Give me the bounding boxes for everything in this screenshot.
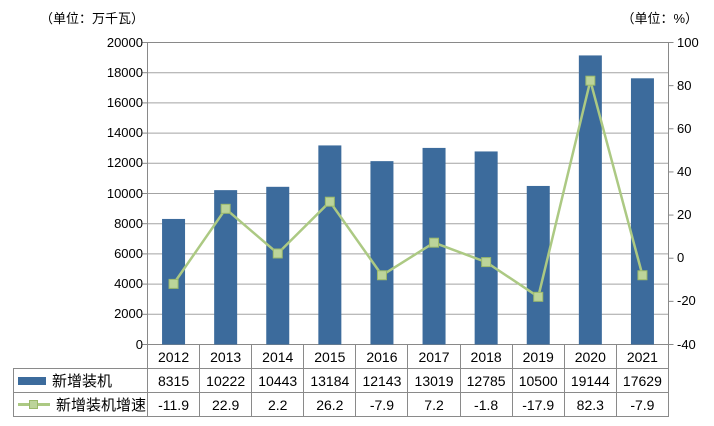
category-year-cell: 2018 <box>459 345 513 369</box>
table-corner-blank <box>14 345 148 369</box>
value-cell: -1.8 <box>459 392 513 417</box>
left-axis-tick-label: 4000 <box>114 276 143 292</box>
value-cell: -11.9 <box>146 392 201 417</box>
category-year-cell: 2015 <box>303 345 357 369</box>
category-year-cell: 2021 <box>615 345 669 369</box>
table-row: 新增装机 8315 10222 10443 13184 12143 13019 12785 10… <box>13 368 669 393</box>
bar <box>526 185 550 345</box>
right-axis-tick-label: -20 <box>677 293 696 309</box>
growth-line-marker <box>533 291 544 302</box>
category-year-cell: 2013 <box>199 345 253 369</box>
value-cell: 10443 <box>251 368 305 393</box>
left-axis-tick-label: 16000 <box>106 94 143 110</box>
right-axis-tick-label: 20 <box>677 207 692 223</box>
growth-line-marker <box>481 257 492 268</box>
value-cell: 82.3 <box>563 392 617 417</box>
growth-line <box>172 80 644 299</box>
growth-line-marker <box>637 270 648 281</box>
left-axis-tick-label: 12000 <box>106 155 143 171</box>
value-cell: 13184 <box>303 368 357 393</box>
bar <box>318 145 342 345</box>
right-axis-unit-label: （单位：%） <box>621 11 698 26</box>
growth-line-marker <box>585 75 596 86</box>
left-axis-tick-label: 20000 <box>106 34 143 50</box>
right-axis-tick-label: 80 <box>677 77 692 93</box>
legend-entry: 新增装机 <box>15 370 147 391</box>
left-axis-tick-label: 8000 <box>114 215 143 231</box>
growth-line-marker <box>376 270 387 281</box>
category-year-cell: 2016 <box>355 345 409 369</box>
left-axis-tick-label: 0 <box>135 336 143 352</box>
growth-line-marker <box>429 237 440 248</box>
right-axis-tick-label: 0 <box>677 250 685 266</box>
growth-line-marker <box>220 203 231 214</box>
legend-entry: 新增装机增速 <box>15 394 147 415</box>
bar <box>578 55 602 345</box>
value-cell: 10500 <box>511 368 565 393</box>
line-series-swatch-icon <box>18 400 50 409</box>
category-year-cell: 2014 <box>251 345 305 369</box>
value-cell: 22.9 <box>199 392 253 417</box>
legend-cell-line-series: 新增装机增速 <box>13 392 148 417</box>
value-cell: 12785 <box>459 368 513 393</box>
category-year-cell: 2012 <box>146 345 201 369</box>
category-year-cell: 2019 <box>511 345 565 369</box>
bar <box>630 78 654 345</box>
value-cell: -7.9 <box>615 392 669 417</box>
value-cell: 12143 <box>355 368 409 393</box>
value-cell: 13019 <box>407 368 461 393</box>
growth-line-marker <box>272 248 283 259</box>
left-axis-tick-label: 10000 <box>106 185 143 201</box>
series-name-label: 新增装机 <box>52 373 113 390</box>
left-axis-unit-label: （单位：万千瓦） <box>40 11 145 26</box>
right-axis-tick-label: 100 <box>677 34 699 50</box>
table-row: 新增装机增速 -11.9 22.9 2.2 26.2 -7.9 7.2 -1.8 -17.9 82… <box>13 392 669 417</box>
bar <box>474 151 498 345</box>
bar <box>370 161 394 345</box>
left-axis-tick-label: 2000 <box>114 306 143 322</box>
left-axis-tick-label: 14000 <box>106 125 143 141</box>
growth-line-marker <box>324 196 335 207</box>
right-axis-tick-label: -40 <box>677 336 696 352</box>
data-table: 2012 2013 2014 2015 2016 2017 2018 2019 2020 2021… <box>13 345 669 417</box>
value-cell: 2.2 <box>251 392 305 417</box>
left-axis-tick-label: 6000 <box>114 245 143 261</box>
right-axis-tick-label: 60 <box>677 120 692 136</box>
bar <box>266 186 290 345</box>
value-cell: 10222 <box>199 368 253 393</box>
value-cell: 8315 <box>146 368 201 393</box>
right-axis-tick-label: 40 <box>677 163 692 179</box>
value-cell: 19144 <box>563 368 617 393</box>
value-cell: 17629 <box>615 368 669 393</box>
value-cell: 26.2 <box>303 392 357 417</box>
bar-series-swatch-icon <box>18 376 46 385</box>
legend-cell-bar-series: 新增装机 <box>13 368 148 393</box>
category-year-cell: 2020 <box>563 345 617 369</box>
category-year-cell: 2017 <box>407 345 461 369</box>
table-row: 2012 2013 2014 2015 2016 2017 2018 2019 2020 2021 <box>14 345 669 369</box>
growth-line-marker <box>168 278 179 289</box>
left-axis-tick-label: 18000 <box>106 64 143 80</box>
bar <box>214 190 238 345</box>
value-cell: -17.9 <box>511 392 565 417</box>
series-name-label: 新增装机增速 <box>56 397 147 414</box>
value-cell: -7.9 <box>355 392 409 417</box>
value-cell: 7.2 <box>407 392 461 417</box>
